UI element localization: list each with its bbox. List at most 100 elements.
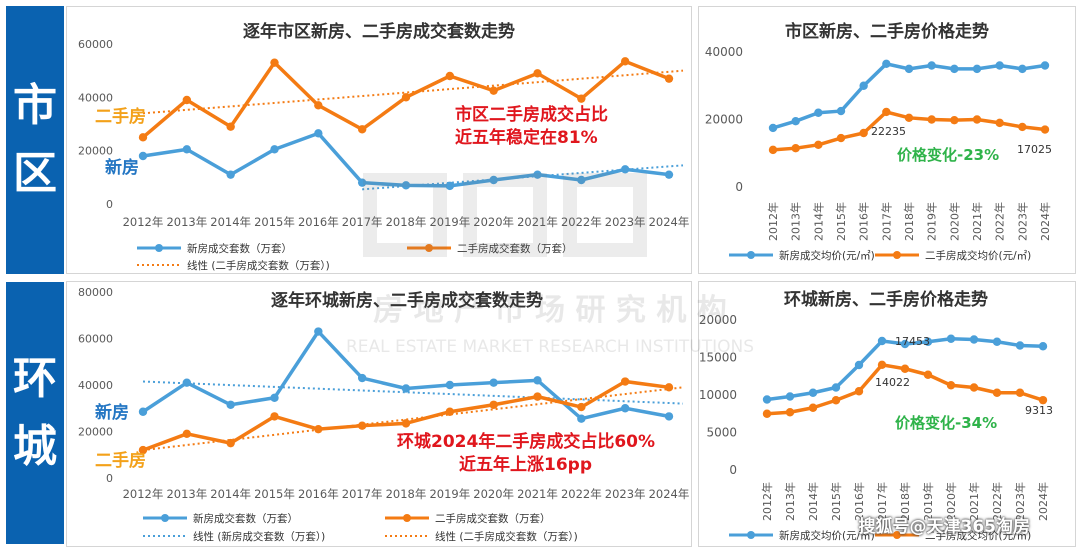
data-point [923,337,933,346]
y-tick-label: 0 [735,180,743,194]
panel-city-price: 市区新房、二手房价格走势 0 20000 40000 2012年 2013年 2014年 20… [698,6,1076,274]
data-point [533,170,542,179]
data-point [270,58,279,67]
annotation-note: 环城2024年二手房成交占比60% [397,431,655,452]
x-tick-label: 2012年 [123,487,164,501]
data-point [226,170,235,179]
data-point [357,373,367,383]
data-label-peak: 22235 [871,125,906,138]
data-point [664,383,674,392]
data-point [664,170,674,179]
x-tick-label: 2014年 [210,215,251,229]
y-tick-label: 40000 [705,45,743,59]
data-point [814,140,823,150]
data-point [489,175,498,185]
x-tick-label: 2015年 [834,202,848,241]
data-point [768,123,778,133]
side-label-city: 市 区 [6,6,64,274]
data-point [401,419,411,428]
side-label-ring: 环 城 [6,282,64,544]
data-point [226,122,235,131]
data-point [182,429,192,439]
chart-ring-price: 环城新房、二手房价格走势 0 5000 10000 15000 20000 2012年 201… [699,289,1053,542]
data-point [226,400,235,409]
data-point [927,115,936,124]
data-point [923,370,933,379]
legend-label: 线性 (二手房成交套数（万套）) [435,530,578,543]
x-tick-label: 2022年 [561,487,602,501]
y-tick-label: 60000 [78,38,113,51]
legend-label: 新房成交均价(元/㎡) [779,249,875,262]
data-point [768,145,778,155]
data-point [877,360,887,370]
data-point [808,403,818,412]
x-tick-label: 2013年 [166,215,207,229]
annotation-secondhand: 二手房 [95,450,146,471]
x-tick-label: 2016年 [852,482,866,521]
side-char: 区 [13,148,57,199]
data-point [877,336,887,346]
annotation-price-change: 价格变化-23% [897,146,999,164]
data-point [270,412,279,421]
data-label-last: 17025 [1017,143,1052,156]
x-tick-label: 2017年 [342,487,383,501]
legend-label: 新房成交套数（万套） [193,512,298,525]
data-point [762,395,772,404]
x-tick-label: 2020年 [473,487,514,501]
data-point [445,181,455,191]
x-tick-label: 2022年 [990,482,1004,521]
data-point [314,424,323,434]
x-tick-label: 2013年 [789,202,803,241]
data-point [401,384,411,393]
data-point [854,360,864,370]
data-point [785,392,795,401]
x-tick-label: 2018年 [898,482,912,521]
data-point [1015,388,1025,397]
x-tick-label: 2024年 [649,487,690,501]
x-tick-label: 2013年 [166,487,207,501]
data-point [357,125,367,134]
annotation-note: 近五年上涨16pp [459,454,592,475]
legend-label: 线性 (二手房成交套数（万套）) [187,259,330,272]
data-point [854,387,864,396]
legend-marker [893,251,901,259]
x-tick-label: 2024年 [1038,202,1052,241]
y-tick-label: 60000 [78,333,113,346]
x-tick-label: 2019年 [925,202,939,241]
data-point [270,393,279,402]
data-point [401,93,411,102]
x-tick-label: 2023年 [605,215,646,229]
y-tick-label: 20000 [78,426,113,439]
data-point [1040,61,1050,70]
data-point [401,181,411,190]
data-point [995,61,1004,70]
data-point [859,128,868,138]
chart-title: 逐年环城新房、二手房成交套数走势 [271,290,543,311]
data-point [831,383,841,392]
data-point [314,129,323,138]
y-tick-label: 5000 [706,426,737,440]
x-tick-label: 2023年 [1015,202,1029,241]
x-tick-label: 2021年 [970,202,984,241]
data-point [445,407,455,416]
x-tick-label: 2014年 [210,487,251,501]
x-tick-label: 2019年 [921,482,935,521]
data-point [270,145,279,154]
x-tick-label: 2022年 [561,215,602,229]
data-point [1038,342,1048,351]
data-point [946,334,956,343]
legend-label: 二手房成交均价(元/㎡) [925,529,1031,542]
data-point [882,59,891,69]
data-point [882,107,891,117]
data-point [445,71,455,81]
data-point [791,143,800,153]
data-point [814,108,823,117]
data-point [900,339,910,349]
data-point [138,445,148,455]
data-point [182,145,192,154]
data-point [620,377,630,386]
x-tick-label: 2024年 [649,215,690,229]
x-tick-label: 2022年 [993,202,1007,241]
data-point [314,101,323,110]
